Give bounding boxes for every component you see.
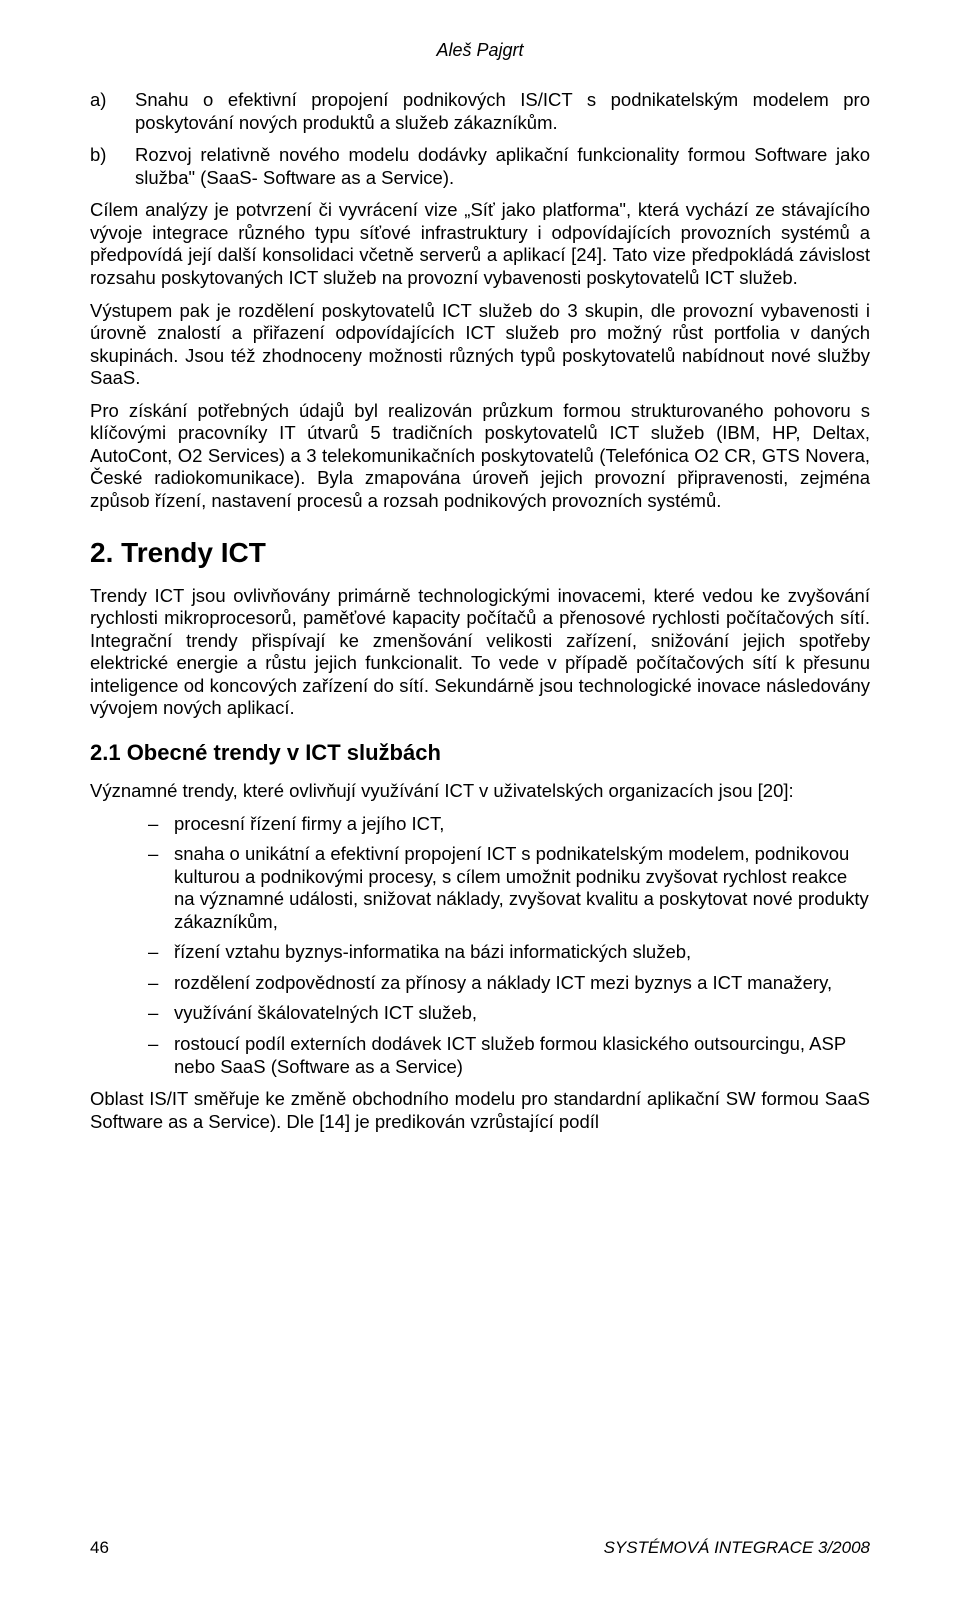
bullet-item: – rostoucí podíl externích dodávek ICT s… xyxy=(90,1033,870,1078)
paragraph: Výstupem pak je rozdělení poskytovatelů … xyxy=(90,300,870,390)
dash-icon: – xyxy=(148,1002,174,1025)
bullet-list: – procesní řízení firmy a jejího ICT, – … xyxy=(90,813,870,1079)
bullet-text: procesní řízení firmy a jejího ICT, xyxy=(174,813,870,836)
bullet-indent xyxy=(90,1033,148,1078)
page-number: 46 xyxy=(90,1538,109,1558)
bullet-indent xyxy=(90,1002,148,1025)
bullet-indent xyxy=(90,972,148,995)
paragraph: Trendy ICT jsou ovlivňovány primárně tec… xyxy=(90,585,870,720)
page-footer: 46 SYSTÉMOVÁ INTEGRACE 3/2008 xyxy=(90,1538,870,1558)
bullet-text: snaha o unikátní a efektivní propojení I… xyxy=(174,843,870,933)
dash-icon: – xyxy=(148,972,174,995)
bullet-text: využívání škálovatelných ICT služeb, xyxy=(174,1002,870,1025)
list-item-a: a) Snahu o efektivní propojení podnikový… xyxy=(90,89,870,134)
bullet-text: rostoucí podíl externích dodávek ICT slu… xyxy=(174,1033,870,1078)
list-marker: b) xyxy=(90,144,135,189)
paragraph: Oblast IS/IT směřuje ke změně obchodního… xyxy=(90,1088,870,1133)
bullet-text: rozdělení zodpovědností za přínosy a nák… xyxy=(174,972,870,995)
bullet-item: – procesní řízení firmy a jejího ICT, xyxy=(90,813,870,836)
dash-icon: – xyxy=(148,813,174,836)
list-text: Snahu o efektivní propojení podnikových … xyxy=(135,89,870,134)
paragraph: Pro získání potřebných údajů byl realizo… xyxy=(90,400,870,513)
heading-2: 2. Trendy ICT xyxy=(90,537,870,569)
document-page: Aleš Pajgrt a) Snahu o efektivní propoje… xyxy=(0,0,960,1604)
list-text: Rozvoj relativně nového modelu dodávky a… xyxy=(135,144,870,189)
bullet-text: řízení vztahu byznys-informatika na bázi… xyxy=(174,941,870,964)
paragraph: Cílem analýzy je potvrzení či vyvrácení … xyxy=(90,199,870,289)
bullet-item: – využívání škálovatelných ICT služeb, xyxy=(90,1002,870,1025)
list-marker: a) xyxy=(90,89,135,134)
bullet-indent xyxy=(90,843,148,933)
dash-icon: – xyxy=(148,843,174,933)
dash-icon: – xyxy=(148,1033,174,1078)
list-item-b: b) Rozvoj relativně nového modelu dodávk… xyxy=(90,144,870,189)
heading-3: 2.1 Obecné trendy v ICT službách xyxy=(90,740,870,766)
bullet-item: – řízení vztahu byznys-informatika na bá… xyxy=(90,941,870,964)
bullet-indent xyxy=(90,813,148,836)
bullet-item: – snaha o unikátní a efektivní propojení… xyxy=(90,843,870,933)
bullet-item: – rozdělení zodpovědností za přínosy a n… xyxy=(90,972,870,995)
bullet-indent xyxy=(90,941,148,964)
running-head: Aleš Pajgrt xyxy=(90,40,870,61)
lettered-list: a) Snahu o efektivní propojení podnikový… xyxy=(90,89,870,189)
dash-icon: – xyxy=(148,941,174,964)
paragraph: Významné trendy, které ovlivňují využívá… xyxy=(90,780,870,803)
footer-journal: SYSTÉMOVÁ INTEGRACE 3/2008 xyxy=(604,1538,870,1558)
